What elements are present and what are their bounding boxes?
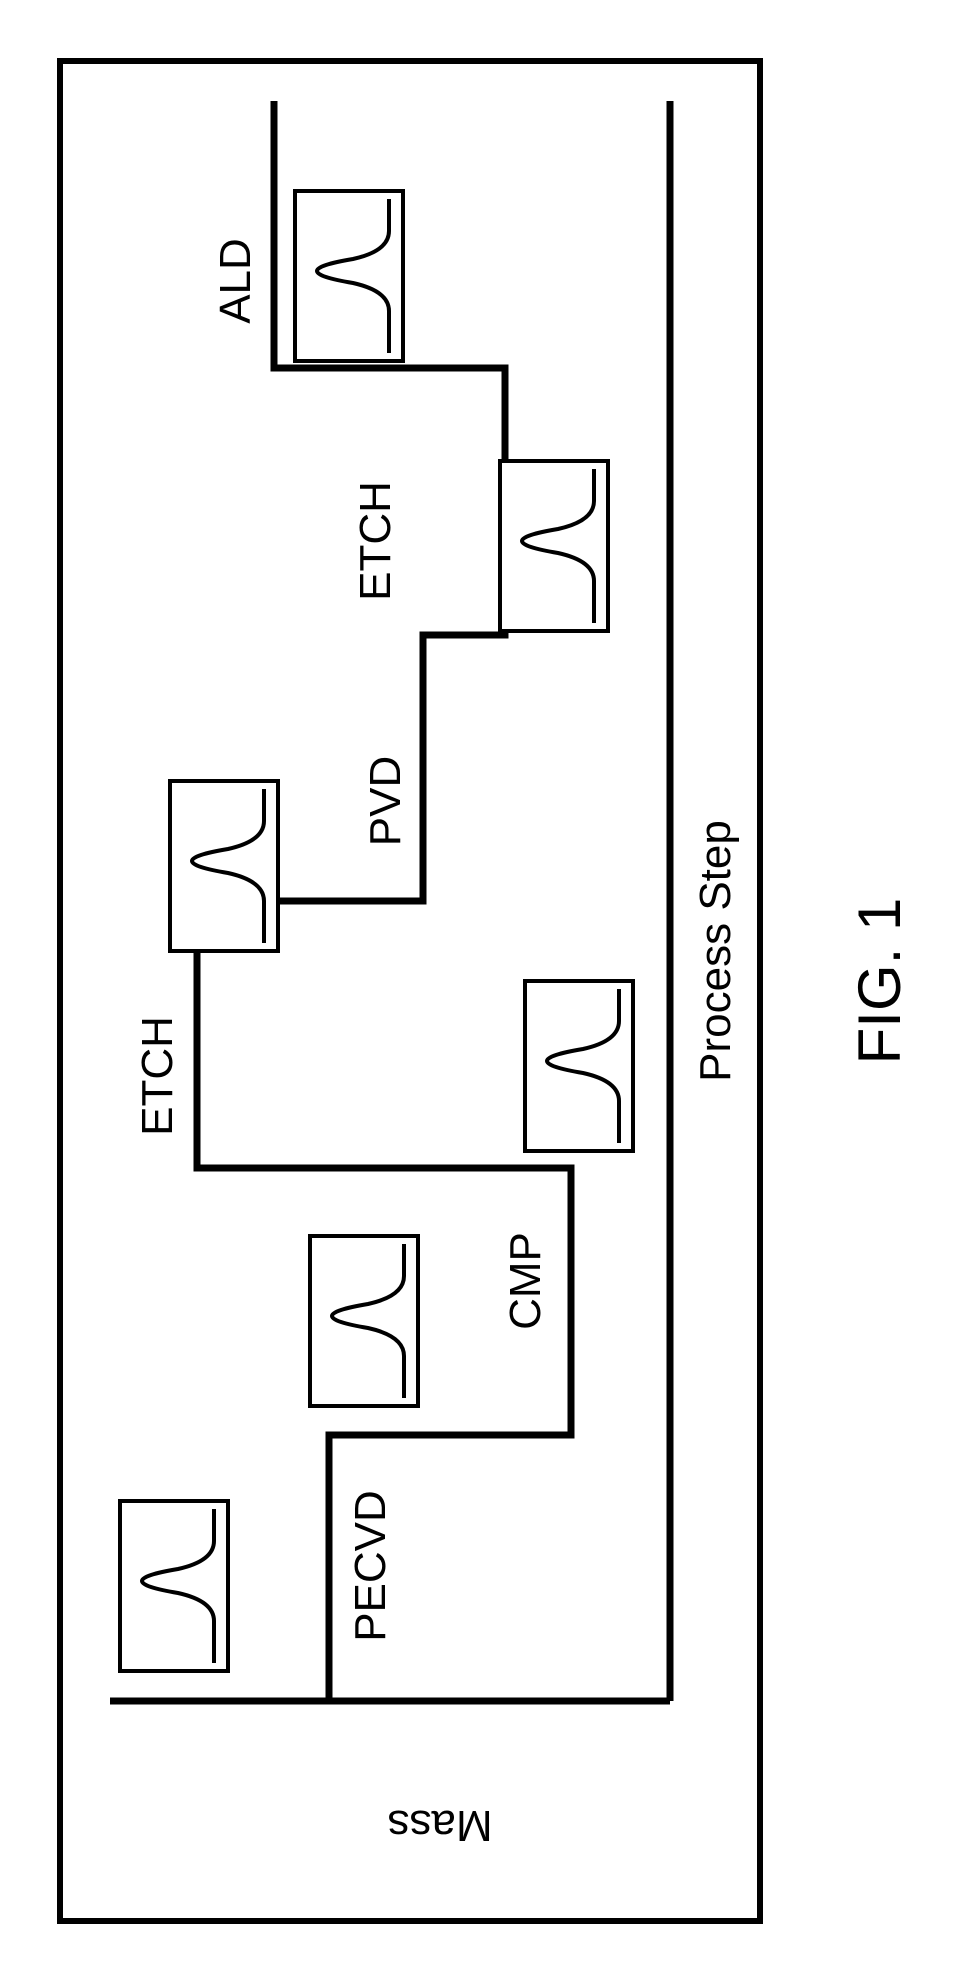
step-label-etch-2: ETCH [351, 481, 400, 601]
x-axis-label: Process Step [691, 820, 740, 1082]
inset-pecvd [120, 1501, 228, 1671]
figure-caption: FIG. 1 [846, 898, 913, 1065]
inset-pvd [170, 781, 278, 951]
inset-etch-1 [525, 981, 633, 1151]
step-label-pecvd: PECVD [346, 1490, 395, 1642]
inset-ald [295, 191, 403, 361]
step-label-pvd: PVD [361, 756, 410, 846]
inset-etch-2 [500, 461, 608, 631]
page: Mass Process Step PECVD CMP ETCH PVD ETC… [0, 0, 958, 1981]
y-axis-label: Mass [387, 1801, 492, 1850]
step-label-ald: ALD [211, 238, 260, 324]
inset-cmp [310, 1236, 418, 1406]
figure-svg: Mass Process Step PECVD CMP ETCH PVD ETC… [0, 0, 958, 1981]
step-label-cmp: CMP [501, 1232, 550, 1330]
step-label-etch-1: ETCH [133, 1016, 182, 1136]
